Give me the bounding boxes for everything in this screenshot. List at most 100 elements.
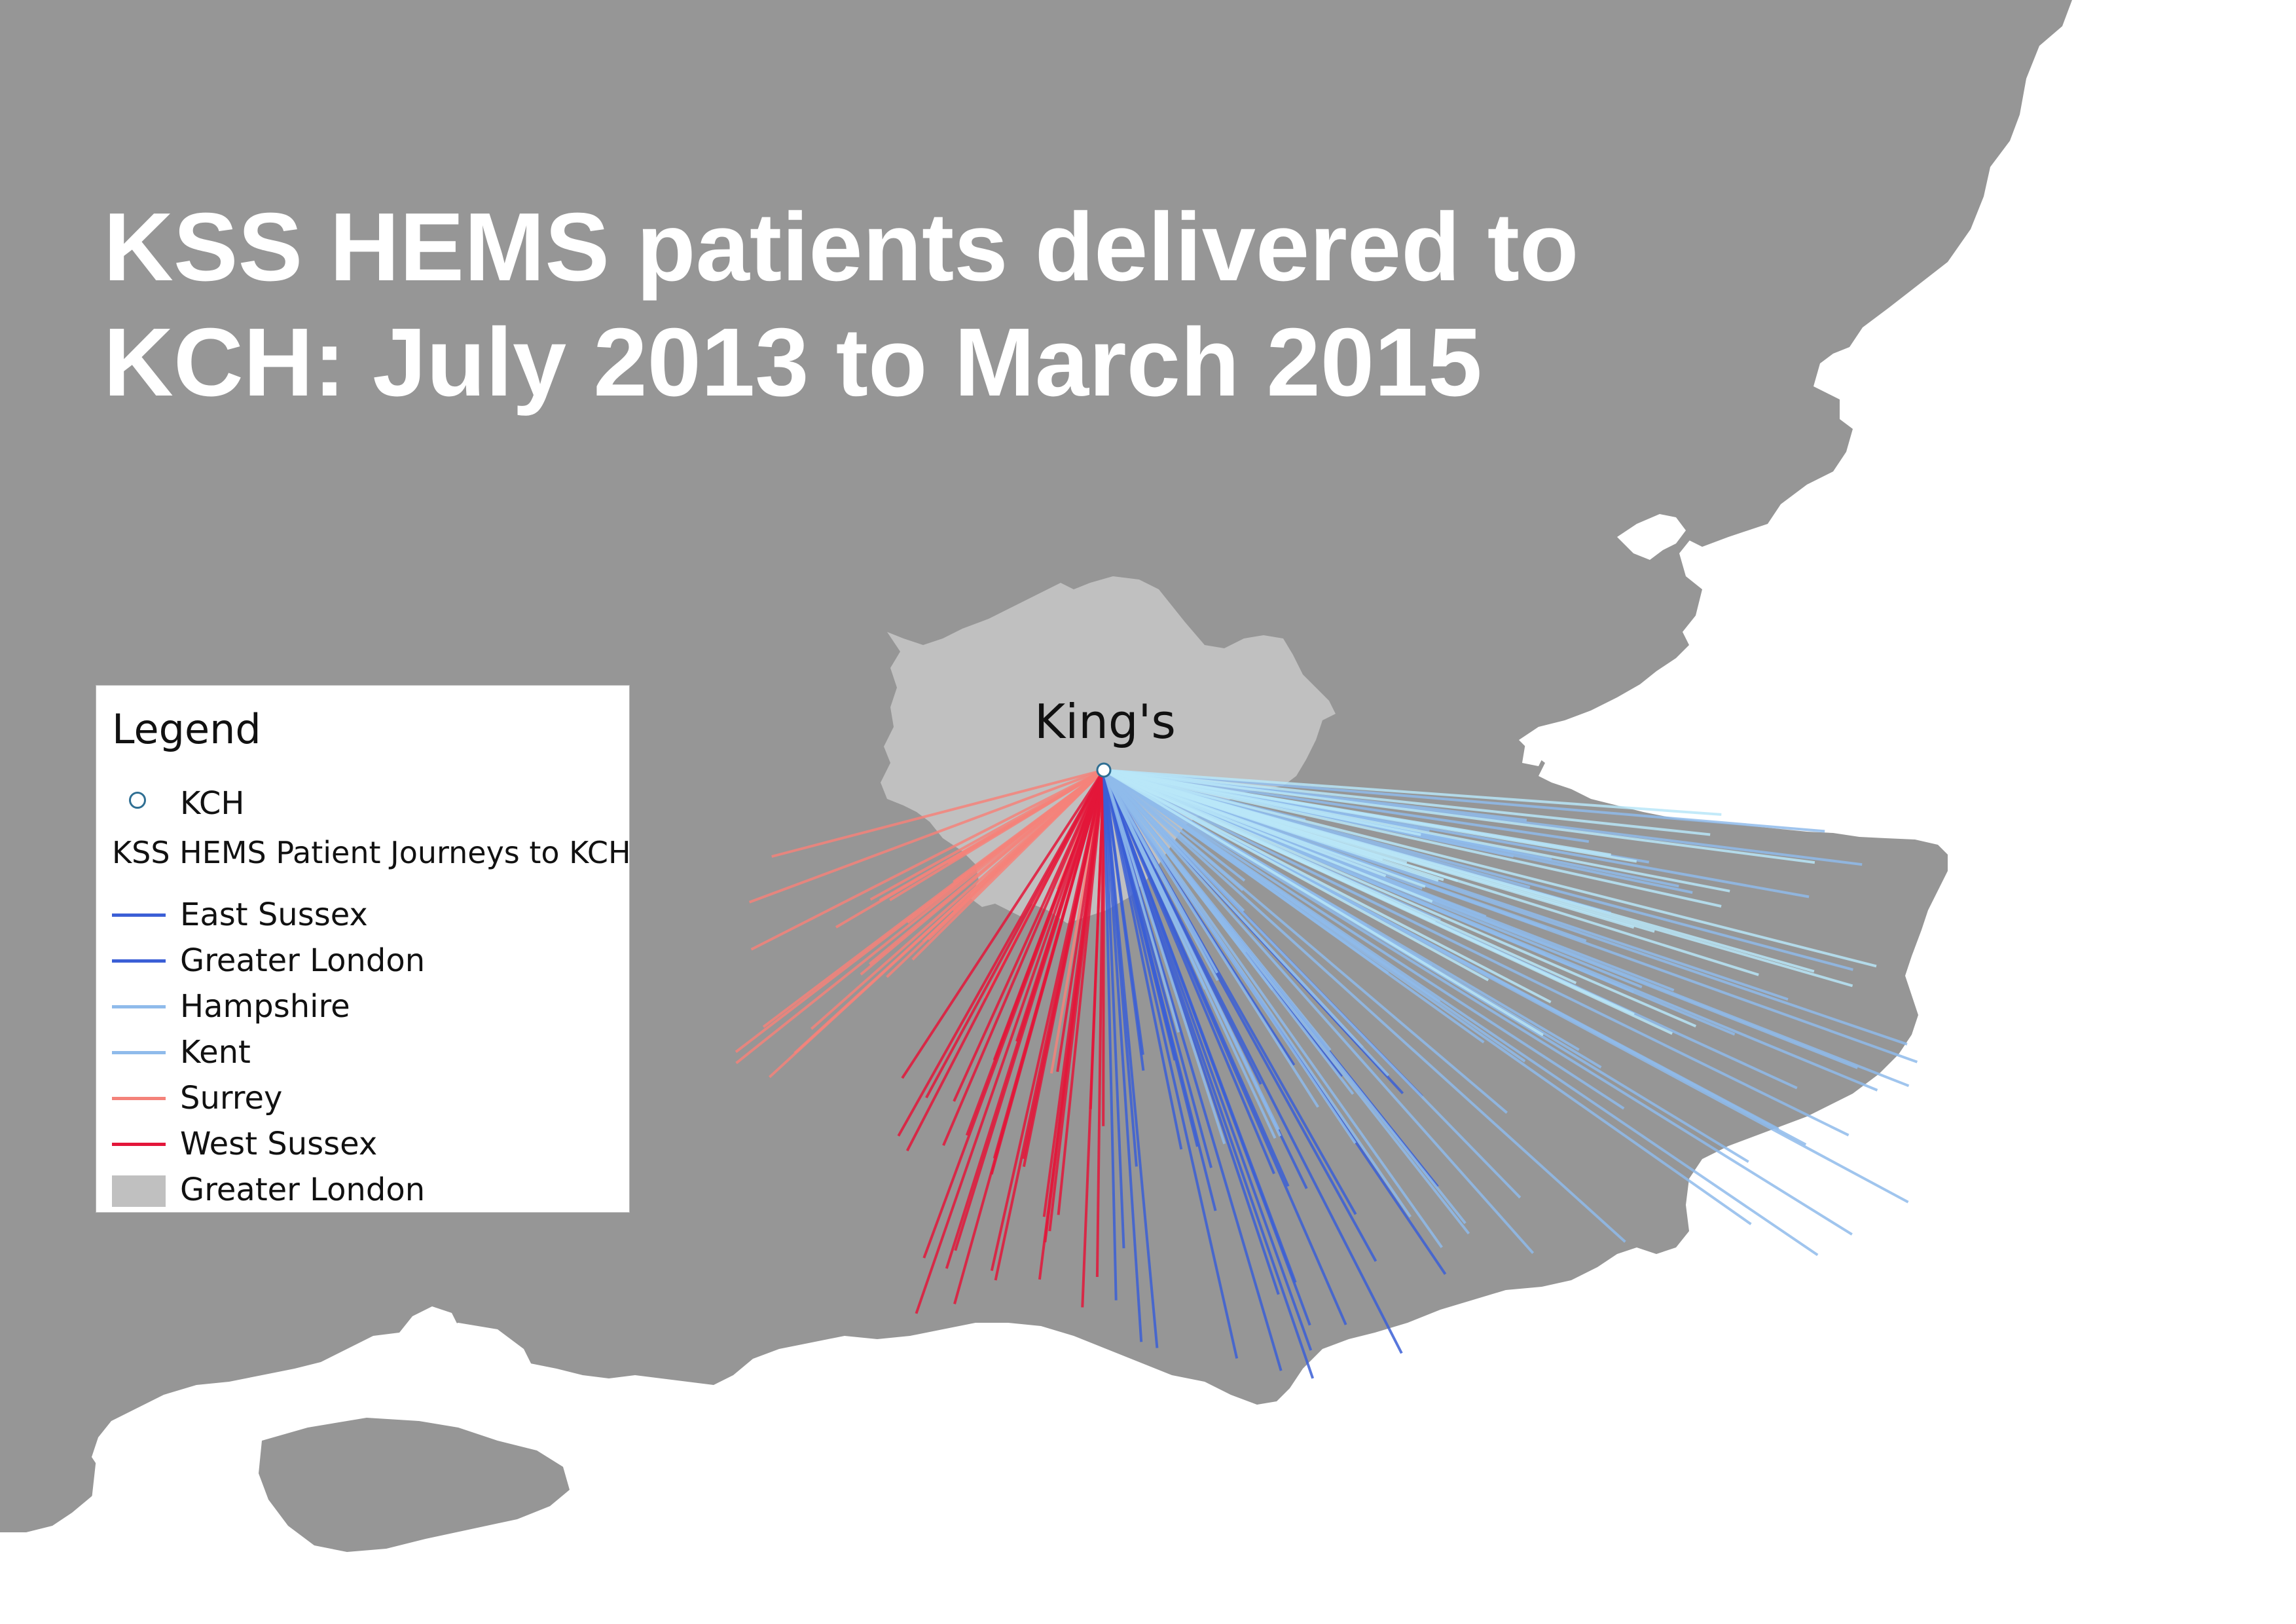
journey-line xyxy=(1102,769,1625,1110)
journey-line xyxy=(1103,769,1552,1004)
line-swatch-icon xyxy=(112,913,166,917)
journey-line xyxy=(1102,769,1443,1248)
journey-line xyxy=(1103,769,1815,864)
legend-label: Greater London xyxy=(180,942,426,979)
journey-line xyxy=(1103,769,1850,1137)
legend-item-east-sussex: East Sussex xyxy=(96,890,629,937)
journey-line xyxy=(735,769,1105,1064)
journey-line xyxy=(1102,769,1125,1249)
map-title-line2: KCH: July 2013 to March 2015 xyxy=(103,308,1482,416)
journey-line xyxy=(771,769,1104,858)
journey-line xyxy=(1089,769,1105,1109)
journey-line xyxy=(1102,769,1180,1033)
journey-line xyxy=(1103,769,1439,882)
legend-item-hampshire: Hampshire xyxy=(96,982,629,1029)
legend-label-kch: KCH xyxy=(180,785,245,822)
journey-line xyxy=(1102,769,1118,1301)
journey-line xyxy=(1102,769,1853,1236)
journey-line xyxy=(1102,769,1143,1342)
journey-line xyxy=(750,769,1104,951)
area-swatch-icon xyxy=(112,1175,166,1207)
line-swatch-icon xyxy=(112,1097,166,1100)
legend-label: East Sussex xyxy=(180,896,368,933)
journey-line xyxy=(1103,769,1815,973)
map-title: KSS HEMS patients delivered to KCH: July… xyxy=(103,190,1740,420)
journey-line xyxy=(762,769,1105,1028)
journey-line xyxy=(915,769,1105,1314)
journey-line xyxy=(1102,769,1535,1254)
legend-item-kent: Kent xyxy=(96,1027,629,1075)
legend-lines-heading: KSS HEMS Patient Journeys to KCH xyxy=(112,835,631,870)
journey-line xyxy=(860,769,1105,976)
isle-of-wight xyxy=(259,1418,570,1552)
journey-line xyxy=(1056,769,1105,1073)
journey-line xyxy=(1095,769,1105,1278)
journey-line xyxy=(1102,769,1239,1359)
journey-line xyxy=(1102,769,1280,1130)
journey-line xyxy=(1103,769,1612,857)
legend-label: Hampshire xyxy=(180,988,350,1025)
legend-label: Kent xyxy=(180,1034,251,1071)
journey-line xyxy=(1103,769,1877,968)
journey-line xyxy=(1102,769,1159,1348)
journey-line xyxy=(1103,769,1722,908)
journey-line xyxy=(1102,769,1145,1071)
legend-item-surrey: Surrey xyxy=(96,1073,629,1120)
line-swatch-icon xyxy=(112,1005,166,1008)
legend-panel: Legend KCH KSS HEMS Patient Journeys to … xyxy=(96,685,631,1213)
journey-line xyxy=(793,769,1105,1054)
journey-line xyxy=(1103,769,1436,924)
journey-line xyxy=(1102,769,1626,1243)
journey-line xyxy=(1103,769,1697,1028)
line-swatch-icon xyxy=(112,959,166,963)
journey-line xyxy=(953,769,1105,1304)
journey-line xyxy=(1022,769,1105,1168)
journey-line xyxy=(1102,769,1364,1049)
journey-line xyxy=(1103,769,1825,833)
journey-line xyxy=(1038,769,1105,1280)
journey-line xyxy=(1102,769,1403,1354)
journey-line xyxy=(1102,769,1508,1114)
kch-marker[interactable] xyxy=(1096,762,1112,778)
legend-title: Legend xyxy=(112,705,261,753)
journey-line xyxy=(942,769,1105,1146)
journey-line xyxy=(1103,769,1711,836)
journey-line xyxy=(1102,769,1226,1145)
journey-line xyxy=(1103,769,1590,843)
legend-label: West Sussex xyxy=(180,1126,378,1162)
circle-icon xyxy=(129,792,146,809)
journey-line xyxy=(1102,769,1522,1199)
journey-line xyxy=(1103,769,1489,982)
journey-line xyxy=(1103,769,1433,903)
legend-item-greater-london-area: Greater London xyxy=(96,1165,629,1212)
journey-line xyxy=(879,769,1105,902)
journey-line xyxy=(1102,769,1544,1037)
thames-estuary xyxy=(1617,514,1686,560)
journey-line xyxy=(749,769,1104,904)
legend-item-west-sussex: West Sussex xyxy=(96,1119,629,1166)
journey-line xyxy=(1102,769,1752,1226)
journey-line xyxy=(1103,769,1426,888)
journey-lines xyxy=(735,769,1918,1379)
map-title-line1: KSS HEMS patients delivered to xyxy=(103,193,1579,301)
legend-label: Greater London xyxy=(180,1172,426,1208)
journey-line xyxy=(1102,769,1319,1108)
journey-line xyxy=(1102,769,1819,1257)
kings-place-label: King's xyxy=(1034,694,1176,749)
journey-line xyxy=(897,769,1105,1137)
journey-line xyxy=(1102,769,1412,1218)
line-swatch-icon xyxy=(112,1143,166,1146)
legend-item-kch: KCH xyxy=(96,779,629,826)
line-swatch-icon xyxy=(112,1051,166,1054)
journey-line xyxy=(1102,769,1297,1283)
journey-line xyxy=(927,769,1105,941)
journey-line xyxy=(1103,769,1722,816)
journey-line xyxy=(1102,769,1247,953)
journey-line xyxy=(1102,769,1315,1379)
journey-line xyxy=(922,769,1105,1259)
journey-line xyxy=(945,769,1105,1269)
journey-line xyxy=(1102,769,1218,974)
journey-line xyxy=(905,769,1105,1152)
legend-label: Surrey xyxy=(180,1080,283,1116)
journey-line xyxy=(1102,769,1347,1325)
